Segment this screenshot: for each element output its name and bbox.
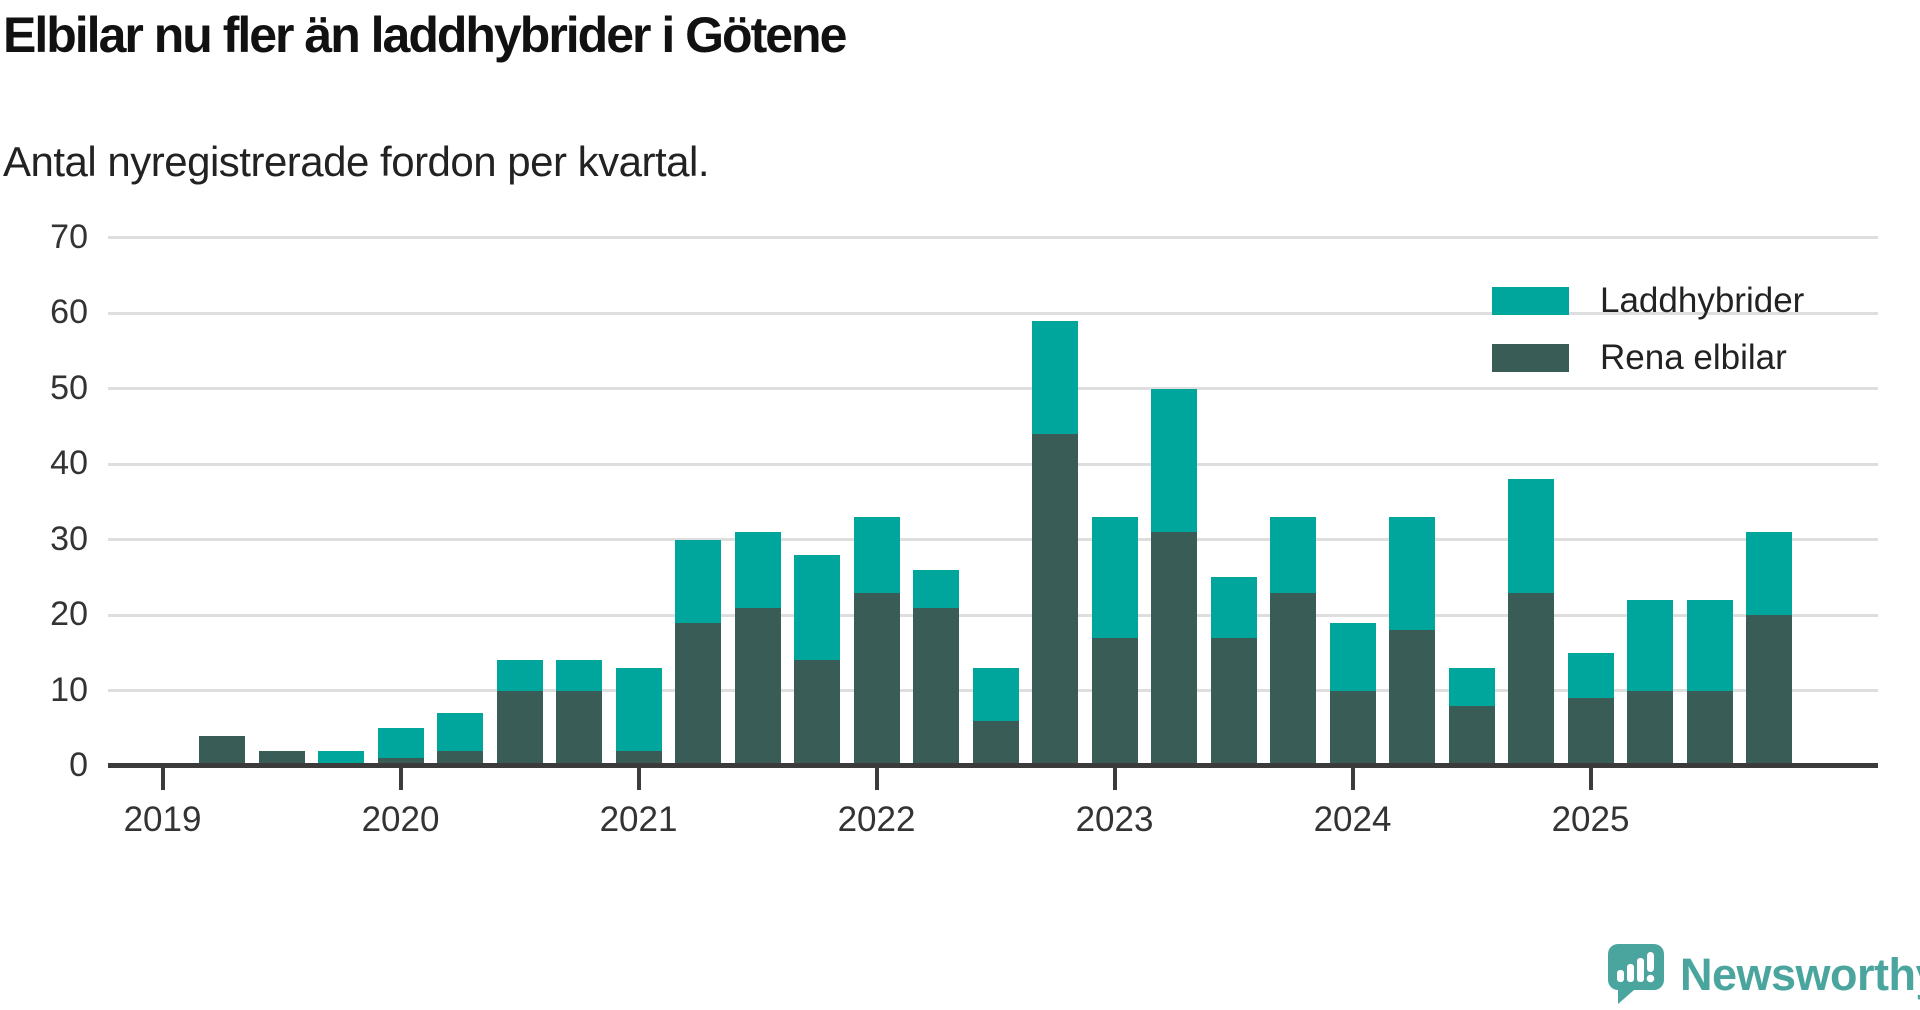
gridline-y-60	[108, 311, 1878, 315]
y-axis-label-60: 60	[50, 293, 88, 332]
newsworthy-logo-icon	[1608, 944, 1664, 1004]
bar-segment-rena-elbilar	[1091, 637, 1138, 766]
bar-segment-rena-elbilar	[1567, 698, 1614, 766]
bar-segment-rena-elbilar	[1329, 690, 1376, 766]
gridline-y-30	[108, 538, 1878, 542]
bar-segment-rena-elbilar	[1270, 592, 1316, 766]
x-axis-label-2021: 2021	[599, 800, 678, 839]
gridline-y-40	[108, 462, 1878, 466]
x-axis-label-2025: 2025	[1551, 800, 1630, 839]
y-axis-label-10: 10	[50, 670, 88, 709]
bar-segment-laddhybrider	[1389, 517, 1435, 631]
x-axis-tick-2022	[874, 768, 879, 790]
legend-swatch-rena-elbilar	[1492, 344, 1569, 372]
newsworthy-logo-text: Newsworthy	[1680, 949, 1920, 1000]
x-axis-label-2020: 2020	[361, 800, 440, 839]
bar-segment-laddhybrider	[1270, 517, 1316, 593]
legend-label-rena-elbilar: Rena elbilar	[1600, 338, 1787, 377]
bar-segment-laddhybrider	[913, 569, 959, 608]
bar-segment-laddhybrider	[972, 667, 1019, 721]
gridline-y-20	[108, 613, 1878, 617]
bar-segment-rena-elbilar	[556, 690, 602, 766]
chart-title: Elbilar nu fler än laddhybrider i Götene	[3, 7, 847, 63]
x-axis-label-2024: 2024	[1313, 800, 1392, 839]
x-axis-tick-2025	[1588, 768, 1593, 790]
bar-segment-rena-elbilar	[496, 690, 543, 766]
bar-segment-rena-elbilar	[258, 750, 305, 766]
bar-segment-rena-elbilar	[913, 607, 959, 766]
bar-segment-rena-elbilar	[1032, 434, 1078, 766]
bar-segment-laddhybrider	[675, 539, 721, 623]
legend-swatch-laddhybrider	[1492, 287, 1569, 315]
chart-subtitle: Antal nyregistrerade fordon per kvartal.	[3, 138, 710, 185]
bar-segment-laddhybrider	[318, 750, 364, 766]
bar-segment-laddhybrider	[1567, 652, 1614, 699]
bar-segment-laddhybrider	[1746, 532, 1792, 616]
gridline-y-70	[108, 236, 1878, 240]
bar-segment-laddhybrider	[556, 660, 602, 691]
y-axis-label-20: 20	[50, 595, 88, 634]
bar-segment-laddhybrider	[1448, 667, 1495, 706]
y-axis-label-30: 30	[50, 519, 88, 558]
bar-segment-rena-elbilar	[853, 592, 900, 766]
x-axis-label-2022: 2022	[837, 800, 916, 839]
bar-segment-rena-elbilar	[675, 622, 721, 766]
y-axis-label-50: 50	[50, 368, 88, 407]
bar-segment-rena-elbilar	[972, 720, 1019, 766]
bar-segment-laddhybrider	[1151, 388, 1197, 533]
x-axis-tick-2023	[1112, 768, 1117, 790]
bar-segment-rena-elbilar	[199, 735, 245, 766]
bar-segment-laddhybrider	[615, 667, 662, 751]
y-axis-label-40: 40	[50, 444, 88, 483]
bar-segment-rena-elbilar	[437, 750, 483, 766]
legend-item-laddhybrider: Laddhybrider	[1492, 281, 1804, 321]
x-axis-tick-2020	[398, 768, 403, 790]
x-axis-tick-2019	[160, 768, 165, 790]
bar-segment-rena-elbilar	[615, 750, 662, 766]
bar-segment-rena-elbilar	[734, 607, 781, 766]
bar-segment-laddhybrider	[1508, 479, 1554, 593]
bar-segment-rena-elbilar	[1746, 615, 1792, 766]
newsworthy-brand: Newsworthy	[1608, 944, 1920, 1006]
bar-segment-laddhybrider	[1091, 517, 1138, 638]
bar-segment-rena-elbilar	[1627, 690, 1673, 766]
bar-segment-laddhybrider	[794, 554, 840, 661]
bar-segment-rena-elbilar	[1686, 690, 1733, 766]
bar-segment-laddhybrider	[496, 660, 543, 691]
bar-segment-laddhybrider	[1032, 320, 1078, 435]
bar-segment-laddhybrider	[1329, 622, 1376, 691]
bar-segment-rena-elbilar	[794, 660, 840, 766]
bar-segment-rena-elbilar	[1508, 592, 1554, 766]
bar-segment-laddhybrider	[377, 728, 424, 759]
y-axis-label-0: 0	[69, 746, 88, 784]
gridline-y-50	[108, 387, 1878, 391]
bar-segment-laddhybrider	[1686, 600, 1733, 691]
bar-segment-laddhybrider	[734, 532, 781, 608]
bar-segment-rena-elbilar	[377, 758, 424, 766]
x-axis-line	[108, 763, 1878, 768]
bar-segment-laddhybrider	[437, 713, 483, 751]
bar-segment-rena-elbilar	[1448, 705, 1495, 766]
x-axis-label-2019: 2019	[123, 800, 202, 839]
bar-segment-laddhybrider	[853, 517, 900, 593]
bar-segment-laddhybrider	[1210, 577, 1257, 638]
bar-segment-laddhybrider	[1627, 600, 1673, 691]
legend-item-rena-elbilar: Rena elbilar	[1492, 338, 1787, 378]
legend-label-laddhybrider: Laddhybrider	[1600, 281, 1805, 320]
x-axis-tick-2024	[1350, 768, 1355, 790]
x-axis-label-2023: 2023	[1075, 800, 1154, 839]
bar-segment-rena-elbilar	[1389, 630, 1435, 766]
y-axis-label-70: 70	[50, 217, 88, 256]
bar-segment-rena-elbilar	[1210, 637, 1257, 766]
bar-segment-rena-elbilar	[1151, 532, 1197, 766]
x-axis-tick-2021	[636, 768, 641, 790]
